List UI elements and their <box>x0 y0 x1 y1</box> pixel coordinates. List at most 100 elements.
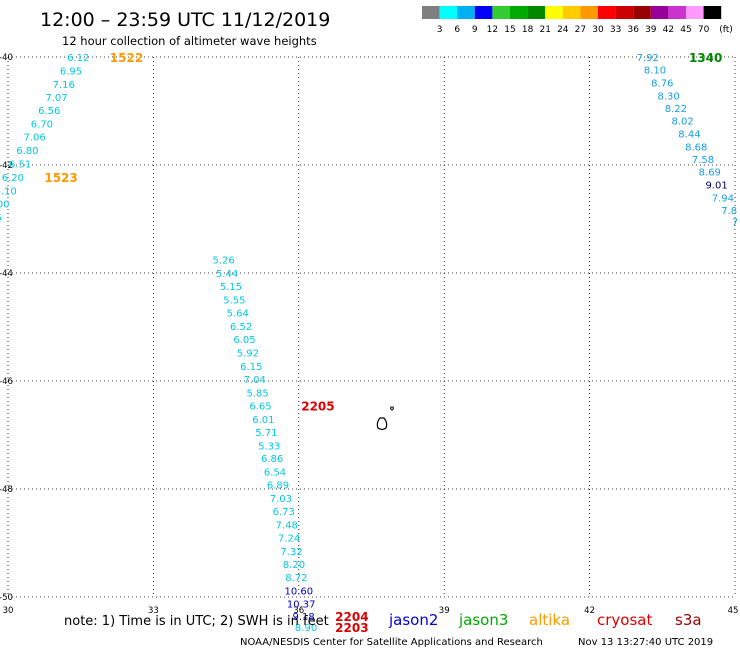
legend-swatch <box>545 6 563 19</box>
swh-value: 9.01 <box>705 180 727 191</box>
lon-tick-label: 33 <box>148 606 159 616</box>
legend-label: 24 <box>557 25 569 35</box>
swh-value: 6.70 <box>31 119 53 130</box>
legend-label: 3 <box>437 25 443 35</box>
satellite-tracks: 6.12 6.95 7.16 7.07 6.56 6.70 7.06 6.80 6.51 6.20… <box>0 53 738 634</box>
swh-value: 5.92 <box>237 348 259 359</box>
legend-swatch <box>474 6 493 19</box>
swh-value: 8.76 <box>651 78 673 89</box>
swh-value: 7.32 <box>280 547 302 558</box>
swh-value: 7.07 <box>45 93 67 104</box>
lat-tick-label: -48 <box>0 485 13 495</box>
swh-value: 6.52 <box>230 322 252 333</box>
legend-label: 30 <box>592 25 604 35</box>
swh-value: 8.72 <box>285 573 307 584</box>
swh-value: 7.16 <box>53 80 75 91</box>
lat-tick-label: -44 <box>0 269 13 279</box>
swh-value: 5.44 <box>216 269 238 280</box>
legend-label: 9 <box>472 25 478 35</box>
swh-value: 8.30 <box>657 91 679 102</box>
legend-label: 18 <box>522 25 534 35</box>
lat-tick-label: -40 <box>0 53 13 63</box>
swh-value: 5.15 <box>220 282 242 293</box>
legend-swatch <box>492 6 510 19</box>
swh-value: 8.02 <box>672 117 694 128</box>
legend-label: 27 <box>575 25 586 35</box>
swh-value: 5.64 <box>227 308 249 319</box>
swh-value: 6.10 <box>0 186 17 197</box>
legend-label: 42 <box>663 25 674 35</box>
swh-value: 6.15 <box>0 213 2 224</box>
swh-value: 6.20 <box>2 173 24 184</box>
footer-credit: NOAA/NESDIS Center for Satellite Applica… <box>240 637 543 648</box>
swh-value: 9.18 <box>293 612 315 623</box>
swh-value: 8.68 <box>685 143 707 154</box>
swh-value: 7.24 <box>278 534 300 545</box>
satellite-legend-item: jason3 <box>458 611 508 629</box>
swh-value: 6.95 <box>60 67 82 78</box>
legend-label: 45 <box>680 25 691 35</box>
lon-tick-label: 30 <box>3 606 14 616</box>
legend-swatch <box>703 6 722 19</box>
color-legend: 3 6 9 12 15 18 21 24 27 30 33 36 39 42 45 70 (ft) <box>422 6 733 35</box>
swh-value: 6.80 <box>16 146 38 157</box>
footer-note: note: 1) Time is in UTC; 2) SWH is in fe… <box>64 614 329 629</box>
footer: note: 1) Time is in UTC; 2) SWH is in fe… <box>64 611 713 648</box>
lon-tick-label: 39 <box>439 606 450 616</box>
swh-value: 6.65 <box>249 401 271 412</box>
lat-tick-label: -50 <box>0 593 13 603</box>
satellite-legend-item: cryosat <box>597 611 652 629</box>
legend-swatch <box>580 6 598 19</box>
swh-value: 6.73 <box>273 507 295 518</box>
swh-value: 7.04 <box>244 375 266 386</box>
footer-timestamp: Nov 13 13:27:40 UTC 2019 <box>578 637 713 648</box>
legend-swatch <box>598 6 616 19</box>
legend-label: 12 <box>487 25 498 35</box>
legend-label: 21 <box>539 25 550 35</box>
chart-title: 12:00 – 23:59 UTC 11/12/2019 <box>40 9 330 31</box>
swh-value: 6.54 <box>264 468 286 479</box>
lon-tick-label: 45 <box>728 606 739 616</box>
swh-value: 6.86 <box>261 454 283 465</box>
swh-value: 7.58 <box>692 155 714 166</box>
swh-value: 7.92 <box>637 53 659 64</box>
island-outline <box>376 406 394 431</box>
swh-value: 5.85 <box>246 388 268 399</box>
satellite-legend-item: altika <box>529 611 570 629</box>
swh-value: 8.69 <box>699 167 721 178</box>
legend-swatch <box>422 6 440 19</box>
lon-tick-label: 36 <box>293 606 304 616</box>
track-jason3-1340: 7.928.10 8.76 8.30 8.22 8.02 8.44 8.687.588.69… <box>637 53 739 229</box>
pass-time-label: 2204 <box>335 610 368 624</box>
lat-tick-label: -42 <box>0 161 13 171</box>
legend-swatch <box>686 6 704 19</box>
swh-value: 5.26 <box>213 256 235 267</box>
swh-value: 8.44 <box>678 130 700 141</box>
legend-swatch <box>510 6 528 19</box>
legend-swatch <box>562 6 581 19</box>
swh-value: 6.89 <box>267 481 289 492</box>
island-small-outline <box>390 406 394 411</box>
lon-tick-label: 42 <box>584 606 595 616</box>
legend-swatch <box>439 6 458 19</box>
pass-time-label: 2205 <box>301 399 334 413</box>
island-main-outline <box>376 417 388 431</box>
track-s3a-2205: 5.26 5.44 5.15 5.55 5.64 6.52 6.05 5.92 6.15 7.04… <box>213 256 318 635</box>
axis-labels: 30 33 36 39 42 45 -40 -42 -44 -46 -48 -50 <box>0 53 738 616</box>
swh-value: 10.60 <box>284 587 313 598</box>
legend-label: 15 <box>504 25 515 35</box>
swh-value: 10.37 <box>287 599 316 610</box>
map-grid <box>7 56 736 598</box>
legend-swatch <box>668 6 686 19</box>
swh-value: 6.01 <box>252 415 274 426</box>
legend-swatch <box>633 6 651 19</box>
legend-swatch <box>457 6 475 19</box>
legend-label: 6 <box>454 25 460 35</box>
swh-value: 8.90 <box>295 623 317 634</box>
swh-value: 7.03 <box>270 494 292 505</box>
pass-time-label: 1340 <box>689 51 722 65</box>
swh-value: 5.71 <box>255 428 277 439</box>
swh-value: 7 <box>732 218 738 229</box>
